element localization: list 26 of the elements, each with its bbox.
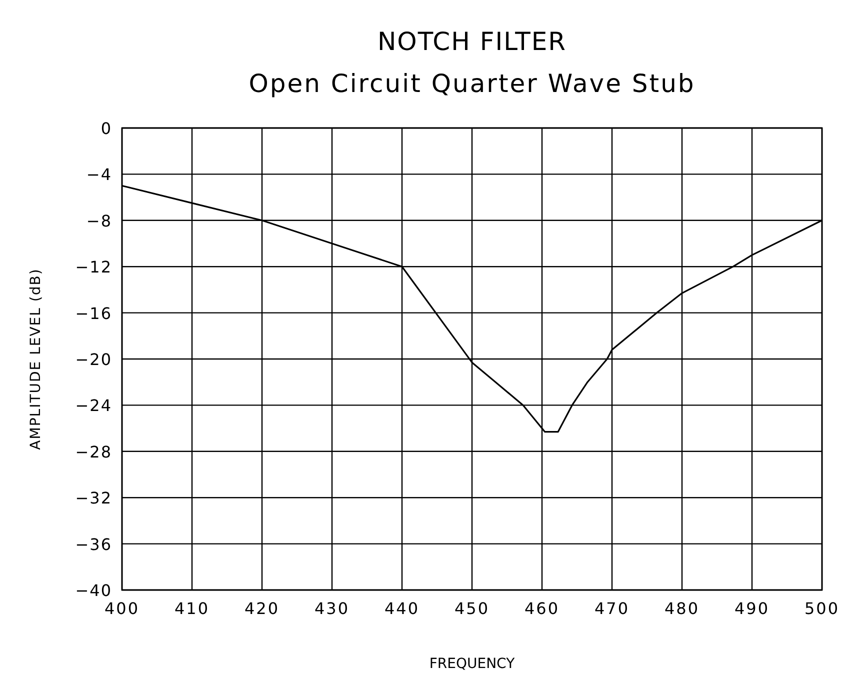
y-tick-label: −36 — [75, 534, 112, 554]
x-tick-label: 500 — [804, 599, 840, 618]
y-tick-label: −4 — [86, 165, 112, 184]
x-tick-label: 450 — [454, 599, 490, 618]
x-tick-label: 480 — [664, 599, 700, 618]
x-tick-label: 460 — [524, 599, 560, 618]
y-tick-label: −20 — [75, 350, 112, 369]
x-tick-label: 400 — [104, 599, 140, 618]
x-tick-label: 440 — [384, 599, 420, 618]
y-tick-label: −8 — [86, 211, 112, 230]
y-tick-label: −32 — [75, 488, 112, 508]
y-tick-label: −24 — [75, 396, 112, 416]
y-tick-label: −28 — [75, 442, 112, 462]
x-tick-label: 420 — [244, 599, 280, 618]
x-tick-label: 430 — [314, 599, 350, 618]
y-tick-label: −16 — [75, 304, 112, 323]
chart-title: NOTCH FILTER — [377, 27, 567, 56]
x-tick-label: 410 — [174, 599, 210, 618]
chart-subtitle: Open Circuit Quarter Wave Stub — [248, 69, 696, 98]
x-tick-label: 490 — [734, 599, 770, 618]
y-axis-title: AMPLITUDE LEVEL (dB) — [28, 268, 44, 450]
y-tick-label: −12 — [75, 258, 112, 277]
y-tick-label: 0 — [100, 119, 112, 138]
y-tick-label: −40 — [75, 581, 112, 600]
x-tick-label: 470 — [594, 599, 630, 618]
x-axis-title: FREQUENCY — [429, 656, 516, 672]
